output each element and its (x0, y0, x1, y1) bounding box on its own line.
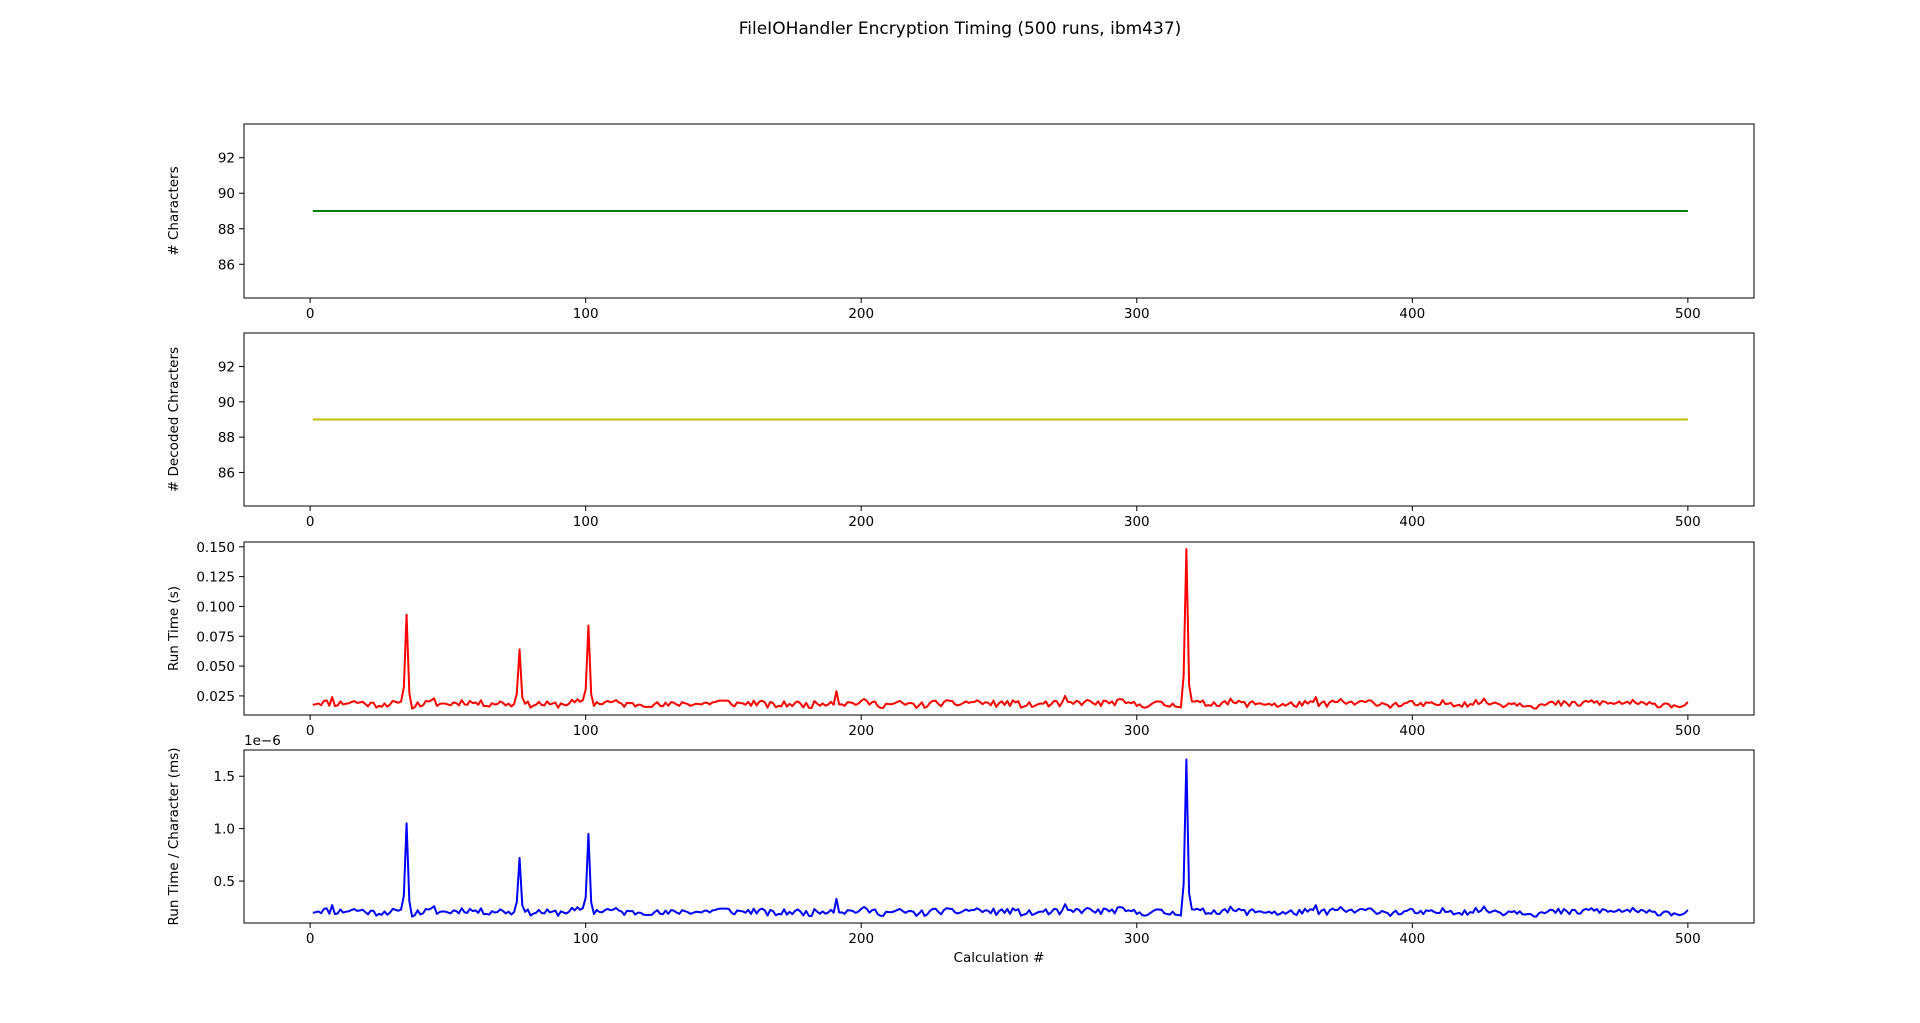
y-axis-label: # Characters (166, 166, 182, 255)
y-tick-label: 92 (218, 360, 235, 376)
x-axis-label: Calculation # (954, 950, 1045, 966)
subplot-3: 0 100 200 300 400 500 0.025 0.050 0.075 0.100 0.12… (166, 540, 1755, 739)
y-offset-label: 1e−6 (244, 733, 281, 749)
x-tick-label: 100 (573, 514, 599, 530)
x-tick-label: 500 (1675, 723, 1701, 739)
x-tick-label: 300 (1124, 306, 1150, 322)
y-tick-label: 0.125 (196, 570, 235, 586)
y-tick-label: 1.5 (214, 769, 235, 785)
x-tick-label: 200 (848, 306, 874, 322)
y-tick-label: 88 (218, 222, 235, 238)
series-line-3-1 (312, 548, 1689, 710)
y-tick-label: 86 (218, 257, 235, 273)
y-tick-label: 88 (218, 430, 235, 446)
y-tick-label: 0.050 (196, 659, 235, 675)
y-tick-label: 0.150 (196, 540, 235, 556)
x-tick-label: 300 (1124, 723, 1150, 739)
x-tick-label: 100 (573, 723, 599, 739)
x-tick-label: 500 (1675, 931, 1701, 947)
axes-root: 0 100 200 300 400 500 86 88 90 92 # Characters 0 100… (166, 123, 1755, 966)
y-tick-label: 92 (218, 151, 235, 167)
x-tick-label: 0 (306, 723, 315, 739)
subplot-2: 0 100 200 300 400 500 86 88 90 92 # Decoded Chract… (166, 332, 1755, 530)
x-tick-label: 200 (848, 931, 874, 947)
x-tick-label: 200 (848, 514, 874, 530)
axes-frame-1 (243, 123, 1755, 299)
subplot-4: 0 100 200 300 400 500 0.5 1.0 1.5 Run Time / Char… (166, 733, 1755, 966)
y-axis-label: # Decoded Chracters (166, 347, 182, 492)
x-tick-label: 100 (573, 306, 599, 322)
x-tick-label: 300 (1124, 931, 1150, 947)
subplot-1: 0 100 200 300 400 500 86 88 90 92 # Characters (166, 123, 1755, 322)
x-tick-label: 0 (306, 514, 315, 530)
y-tick-label: 0.075 (196, 629, 235, 645)
axes-frame-3 (243, 541, 1755, 716)
series-line-4-1 (312, 758, 1689, 918)
y-tick-label: 86 (218, 465, 235, 481)
y-tick-label: 0.025 (196, 689, 235, 705)
x-tick-label: 400 (1399, 723, 1425, 739)
x-tick-label: 500 (1675, 514, 1701, 530)
y-axis-label: Run Time (s) (166, 586, 182, 671)
y-tick-label: 90 (218, 186, 235, 202)
y-tick-label: 0.100 (196, 599, 235, 615)
axes-frame-2 (243, 332, 1755, 507)
x-tick-label: 0 (306, 306, 315, 322)
x-tick-label: 500 (1675, 306, 1701, 322)
y-tick-label: 90 (218, 395, 235, 411)
x-tick-label: 400 (1399, 514, 1425, 530)
x-tick-label: 300 (1124, 514, 1150, 530)
x-tick-label: 0 (306, 931, 315, 947)
y-axis-label: Run Time / Character (ms) (166, 747, 182, 925)
y-tick-label: 1.0 (214, 822, 235, 838)
x-tick-label: 400 (1399, 306, 1425, 322)
figure-title: FileIOHandler Encryption Timing (500 run… (739, 19, 1182, 39)
x-tick-label: 200 (848, 723, 874, 739)
x-tick-label: 100 (573, 931, 599, 947)
y-tick-label: 0.5 (214, 874, 235, 890)
axes-frame-4 (243, 749, 1755, 924)
x-tick-label: 400 (1399, 931, 1425, 947)
